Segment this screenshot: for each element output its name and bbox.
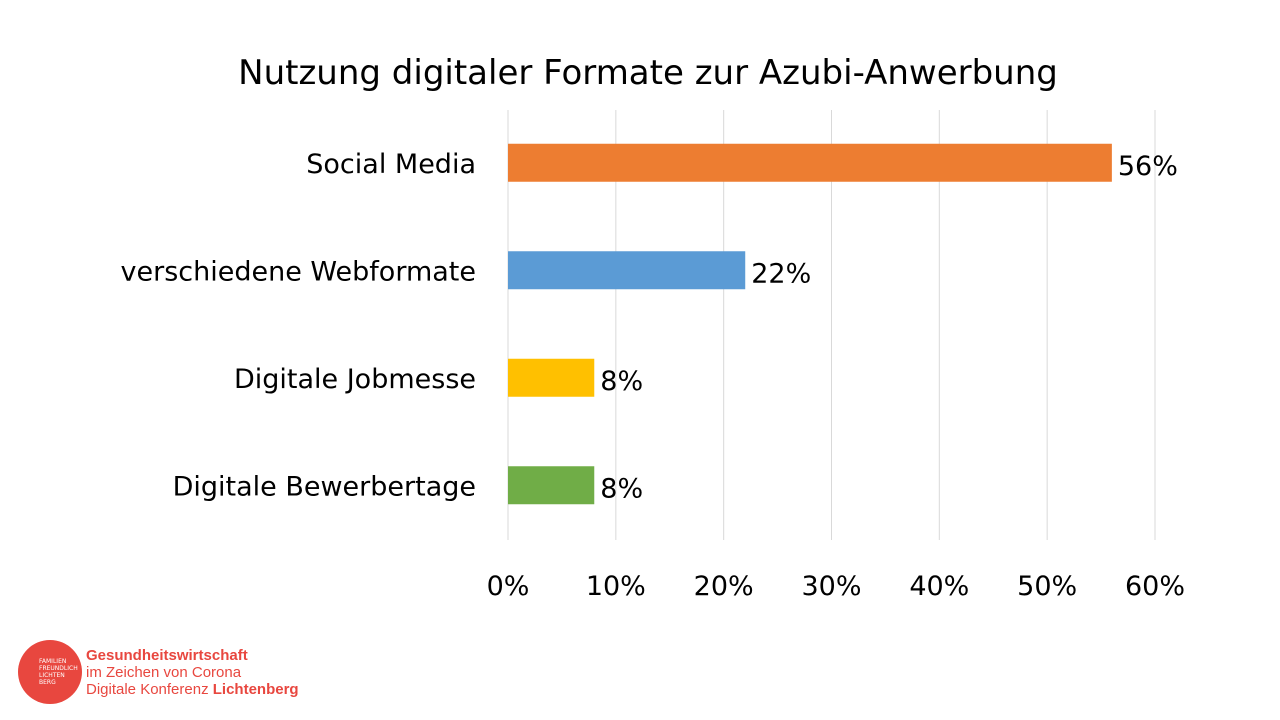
footer-branding: FAMILIEN FREUNDLICH LICHTEN BERG Gesundh… <box>18 640 299 704</box>
data-label: 8% <box>600 473 643 504</box>
logo: FAMILIEN FREUNDLICH LICHTEN BERG <box>18 640 82 704</box>
data-label: 56% <box>1118 151 1178 182</box>
data-label: 22% <box>751 258 811 289</box>
x-tick-label: 40% <box>909 571 969 602</box>
category-label: Digitale Jobmesse <box>234 364 476 395</box>
x-tick-label: 30% <box>801 571 861 602</box>
bar <box>508 143 1112 182</box>
footer-line-3-prefix: Digitale Konferenz <box>86 680 213 698</box>
bar-chart: Nutzung digitaler Formate zur Azubi-Anwe… <box>121 53 1185 602</box>
x-tick-label: 50% <box>1017 571 1077 602</box>
bar <box>508 466 595 505</box>
x-tick-label: 60% <box>1125 571 1185 602</box>
bar <box>508 251 746 290</box>
data-label: 8% <box>600 366 643 397</box>
category-label: Digitale Bewerbertage <box>173 471 476 502</box>
footer-line-2: im Zeichen von Corona <box>86 663 242 681</box>
x-tick-label: 20% <box>694 571 754 602</box>
bar <box>508 358 595 397</box>
chart-title: Nutzung digitaler Formate zur Azubi-Anwe… <box>238 53 1058 93</box>
footer-line-3-bold: Lichtenberg <box>212 680 299 698</box>
category-label: verschiedene Webformate <box>121 256 476 287</box>
logo-text: FAMILIEN FREUNDLICH LICHTEN BERG <box>39 658 78 686</box>
category-label: Social Media <box>306 149 476 180</box>
x-tick-label: 10% <box>586 571 646 602</box>
footer-line-1: Gesundheitswirtschaft <box>86 646 248 664</box>
footer-line-3: Digitale Konferenz Lichtenberg <box>86 681 299 698</box>
x-tick-label: 0% <box>487 571 530 602</box>
